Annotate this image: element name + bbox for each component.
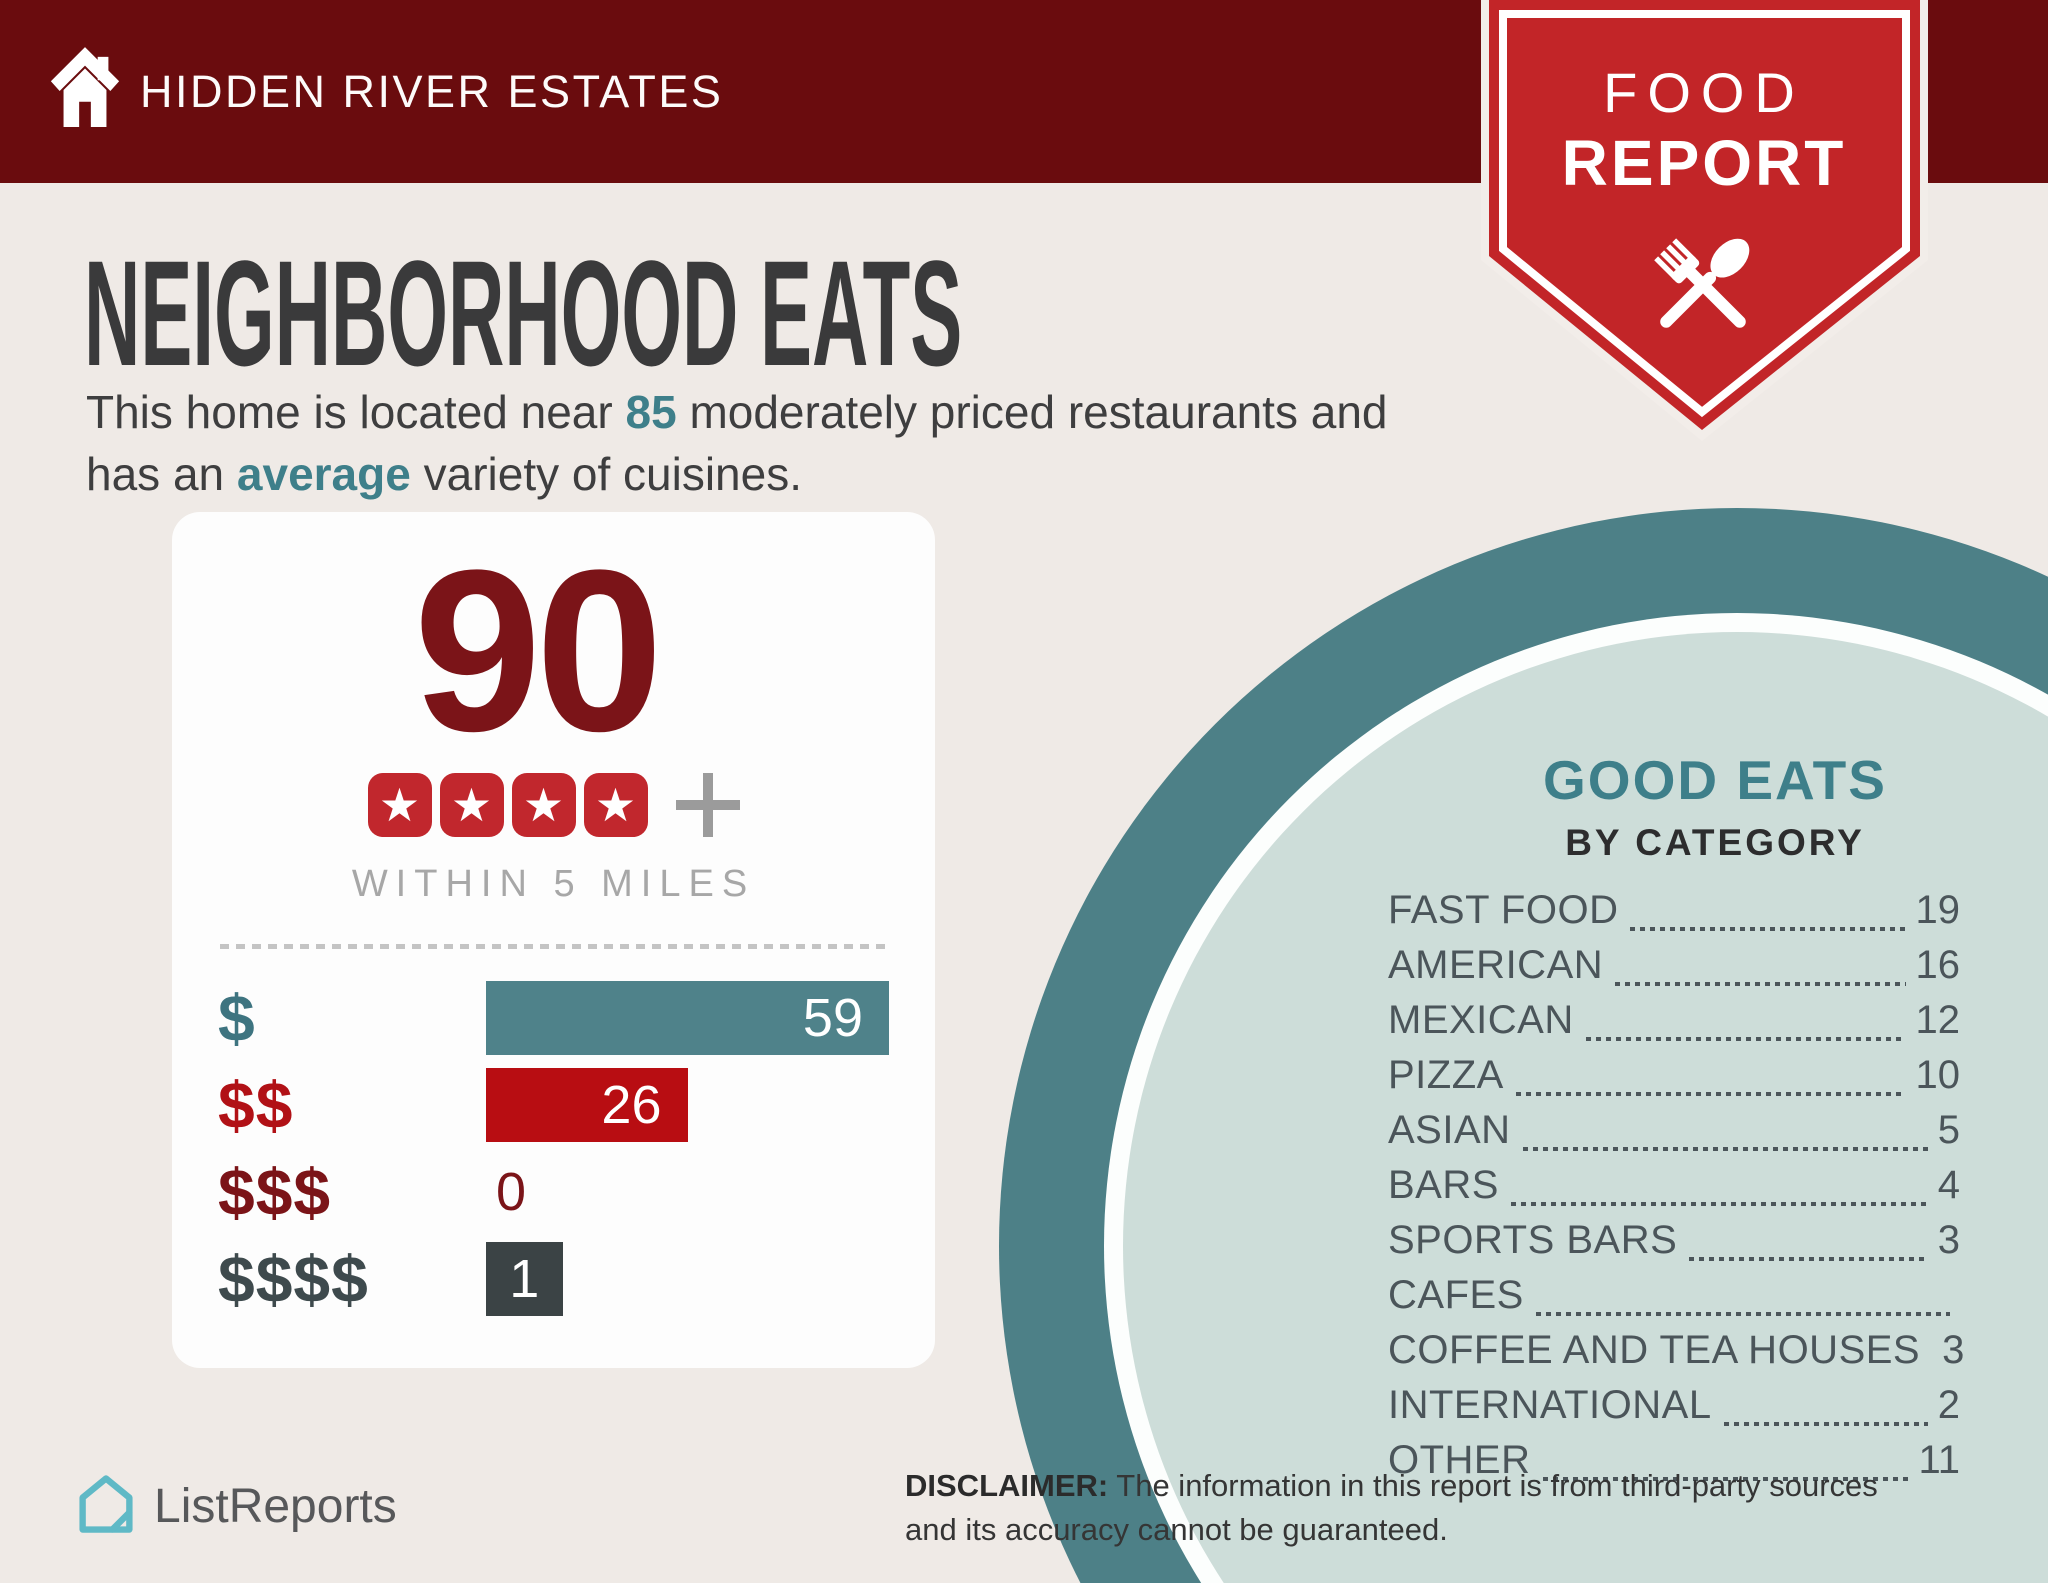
dotted-leader xyxy=(1515,1092,1906,1096)
category-row: MEXICAN 12 xyxy=(1388,998,1960,1053)
dotted-leader xyxy=(1615,982,1906,986)
property-name: HIDDEN RIVER ESTATES xyxy=(140,65,724,117)
price-bar-track: 59 xyxy=(486,981,889,1056)
price-bar-value: 0 xyxy=(496,1162,527,1223)
plus-icon xyxy=(672,769,744,841)
score-card: 90 ★ ★ ★ ★ WITHIN 5 MILES $ 59 $$ 26 xyxy=(172,512,935,1368)
category-label: OTHER xyxy=(1388,1438,1531,1482)
price-level-label: $ xyxy=(218,981,256,1056)
listreports-logo-icon xyxy=(72,1470,140,1543)
category-label: SPORTS BARS xyxy=(1388,1218,1678,1262)
price-rows: $ 59 $$ 26 $$$ 0 $$$$ 1 xyxy=(172,981,935,1317)
dotted-leader xyxy=(1689,1257,1928,1261)
dashed-divider xyxy=(220,944,887,950)
listreports-wordmark: ListReports xyxy=(154,1480,397,1533)
price-bar: 0 xyxy=(486,1155,889,1229)
category-label: AMERICAN xyxy=(1388,943,1604,987)
category-value: 4 xyxy=(1937,1163,1960,1207)
star-icon: ★ xyxy=(511,773,576,838)
restaurant-score: 90 xyxy=(413,522,664,779)
category-row: AMERICAN 16 xyxy=(1388,943,1960,998)
category-value: 10 xyxy=(1915,1053,1961,1097)
listreports-brand: ListReports xyxy=(72,1470,397,1543)
price-bar-track: 1 xyxy=(486,1242,889,1317)
category-label: CAFES xyxy=(1388,1273,1524,1317)
subtitle-text: has an xyxy=(86,447,237,500)
category-row: INTERNATIONAL 2 xyxy=(1388,1383,1960,1438)
category-row: ASIAN 5 xyxy=(1388,1108,1960,1163)
category-value: 12 xyxy=(1915,998,1961,1042)
price-bar-track: 26 xyxy=(486,1068,889,1143)
price-bar: 1 xyxy=(486,1242,563,1317)
ribbon-line2: REPORT xyxy=(1562,127,1847,199)
good-eats-header: GOOD EATS BY CATEGORY xyxy=(1400,748,2030,864)
category-label: INTERNATIONAL xyxy=(1388,1383,1712,1427)
category-value: 19 xyxy=(1915,888,1961,932)
spoon-and-fork-icon xyxy=(1654,238,1750,328)
category-row: SPORTS BARS 3 xyxy=(1388,1218,1960,1273)
price-bar: 26 xyxy=(486,1068,688,1143)
category-value: 16 xyxy=(1915,943,1961,987)
disclaimer-text: The information in this report is from t… xyxy=(905,1468,1878,1548)
page-subtitle: This home is located near 85 moderately … xyxy=(86,382,1546,505)
star-rating: ★ ★ ★ ★ xyxy=(172,769,935,841)
price-bar-value: 1 xyxy=(509,1249,540,1310)
category-label: PIZZA xyxy=(1388,1053,1504,1097)
price-level-label: $$$$ xyxy=(218,1242,369,1317)
subtitle-text: variety of cuisines. xyxy=(410,447,802,500)
price-bar: 59 xyxy=(486,981,889,1056)
category-list: FAST FOOD 19 AMERICAN 16 MEXICAN 12 PIZZ… xyxy=(1388,888,1964,1493)
category-label: ASIAN xyxy=(1388,1108,1511,1152)
good-eats-title: GOOD EATS xyxy=(1543,749,1887,811)
category-row: PIZZA 10 xyxy=(1388,1053,1960,1108)
category-label: BARS xyxy=(1388,1163,1499,1207)
price-row: $$$ 0 xyxy=(218,1155,889,1229)
price-bar-value: 26 xyxy=(601,1075,662,1136)
disclaimer: DISCLAIMER: The information in this repo… xyxy=(905,1464,1915,1552)
dotted-leader xyxy=(1510,1202,1928,1206)
subtitle-accent-text: 85 xyxy=(625,386,677,438)
category-value: 3 xyxy=(1937,1218,1960,1262)
price-bar-value: 59 xyxy=(802,988,863,1049)
category-value: 3 xyxy=(1942,1328,1965,1372)
dotted-leader xyxy=(1723,1422,1928,1426)
ribbon-inner-border xyxy=(1499,10,1910,418)
home-icon xyxy=(46,40,124,145)
radius-label: WITHIN 5 MILES xyxy=(351,863,756,906)
subtitle-text: moderately priced restaurants and xyxy=(676,386,1388,438)
dotted-leader xyxy=(1542,1477,1909,1481)
price-row: $ 59 xyxy=(218,981,889,1056)
category-label: FAST FOOD xyxy=(1388,888,1619,932)
category-row: CAFES xyxy=(1388,1273,1960,1328)
disclaimer-prefix: DISCLAIMER: xyxy=(905,1468,1109,1503)
ribbon-line1: FOOD xyxy=(1603,61,1805,124)
dotted-leader xyxy=(1585,1037,1906,1041)
category-value: 11 xyxy=(1918,1438,1960,1482)
category-label: COFFEE AND TEA HOUSES xyxy=(1388,1328,1921,1372)
good-eats-subtitle: BY CATEGORY xyxy=(1565,822,1865,863)
subtitle-text: This home is located near xyxy=(86,386,626,438)
dotted-leader xyxy=(1522,1147,1928,1151)
category-row: OTHER 11 xyxy=(1388,1438,1960,1493)
subtitle-accent-text: average xyxy=(236,447,411,500)
page-title: NEIGHBORHOOD EATS xyxy=(84,229,963,397)
star-icon: ★ xyxy=(439,773,504,838)
food-report-ribbon: FOOD REPORT xyxy=(1460,0,1940,455)
dotted-leader xyxy=(1535,1312,1950,1316)
price-row: $$ 26 xyxy=(218,1068,889,1143)
star-icon: ★ xyxy=(367,773,432,838)
category-value: 2 xyxy=(1937,1383,1960,1427)
star-icon: ★ xyxy=(583,773,648,838)
category-label: MEXICAN xyxy=(1388,998,1574,1042)
category-value: 5 xyxy=(1937,1108,1960,1152)
price-level-label: $$$ xyxy=(218,1155,332,1230)
dotted-leader xyxy=(1630,927,1906,931)
category-row: COFFEE AND TEA HOUSES 3 xyxy=(1388,1328,1964,1383)
price-row: $$$$ 1 xyxy=(218,1242,889,1317)
category-row: BARS 4 xyxy=(1388,1163,1960,1218)
price-bar-track: 0 xyxy=(486,1155,889,1229)
price-level-label: $$ xyxy=(218,1068,294,1143)
category-row: FAST FOOD 19 xyxy=(1388,888,1960,943)
